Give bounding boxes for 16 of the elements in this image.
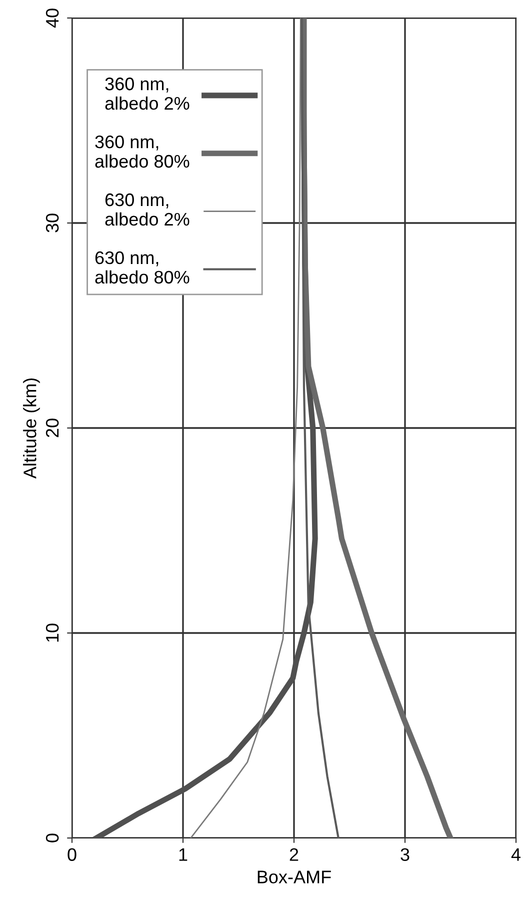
x-tick-label: 2 [290,848,298,861]
x-tick-label: 3 [400,848,410,861]
y-axis-title: Altitude (km) [23,378,40,479]
x-tick-label: 1 [179,848,188,861]
x-axis-title: Box-AMF [258,870,331,884]
y-tick-label: 40 [46,8,59,28]
legend-label: 630 nm, albedo 2% [105,193,190,226]
legend-label: 360 nm, albedo 2% [105,78,190,110]
x-tick-label: 4 [511,848,520,861]
legend-label: 360 nm, albedo 80% [95,135,190,168]
y-tick-label: 20 [46,418,59,438]
y-tick-label: 0 [46,834,59,842]
y-tick-label: 30 [46,214,59,232]
x-tick-label: 0 [68,848,76,861]
y-tick-label: 10 [46,624,59,642]
legend-label: 630 nm, albedo 80% [95,251,190,284]
